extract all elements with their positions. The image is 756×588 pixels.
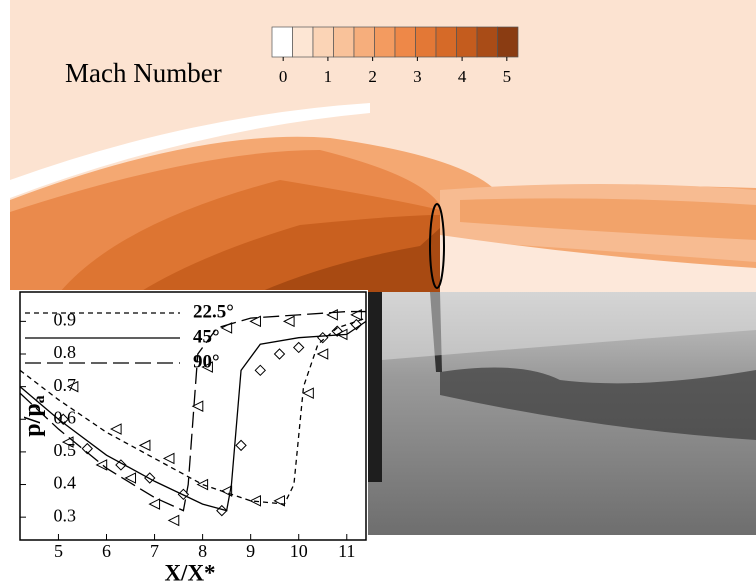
legend-label: 45° — [193, 326, 220, 347]
x-tick-label: 8 — [198, 541, 207, 561]
y-tick-label: 0.3 — [54, 505, 77, 525]
y-axis-label-main: p/p — [20, 403, 46, 436]
colorbar-cell — [498, 27, 519, 57]
legend-label: 22.5° — [193, 301, 234, 322]
x-tick-label: 5 — [54, 541, 63, 561]
colorbar-cell — [272, 27, 293, 57]
colorbar-tick-label: 5 — [503, 67, 512, 86]
colorbar-cell — [375, 27, 396, 57]
colorbar-cell — [293, 27, 314, 57]
colorbar-cell — [334, 27, 355, 57]
colorbar-title: Mach Number — [65, 58, 222, 88]
x-tick-label: 6 — [102, 541, 111, 561]
colorbar-cell — [313, 27, 334, 57]
figure: Mach Number 012345 X/X* p/pa 5678910110.… — [0, 0, 756, 588]
colorbar-tick-label: 1 — [324, 67, 333, 86]
y-tick-label: 0.8 — [54, 342, 77, 362]
colorbar-tick-label: 3 — [413, 67, 422, 86]
x-tick-label: 10 — [290, 541, 308, 561]
colorbar-cell — [395, 27, 416, 57]
x-tick-label: 7 — [150, 541, 159, 561]
colorbar-cell — [354, 27, 375, 57]
x-axis-label: X/X* — [164, 560, 215, 585]
colorbar-tick-label: 4 — [458, 67, 467, 86]
colorbar-cell — [457, 27, 478, 57]
colorbar-cell — [477, 27, 498, 57]
colorbar-tick-label: 0 — [279, 67, 288, 86]
x-tick-label: 9 — [246, 541, 255, 561]
x-tick-label: 11 — [338, 541, 355, 561]
colorbar-tick-label: 2 — [368, 67, 377, 86]
colorbar-cell — [416, 27, 437, 57]
colorbar-cell — [436, 27, 457, 57]
y-tick-label: 0.4 — [54, 473, 77, 493]
photograph — [368, 292, 756, 535]
